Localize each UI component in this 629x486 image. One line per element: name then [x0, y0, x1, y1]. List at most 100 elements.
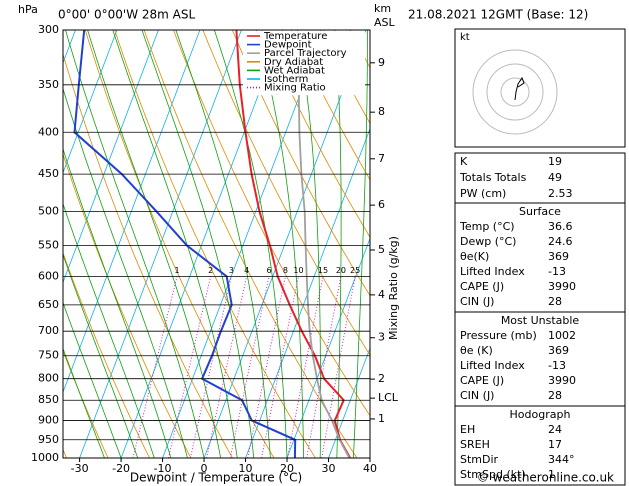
panel-label: CAPE (J) [460, 280, 504, 293]
height-tick-label: 1 [378, 412, 385, 425]
profile-line [297, 84, 351, 458]
panel-label: Lifted Index [460, 265, 525, 278]
panel-label: StmSpd (kt) [460, 468, 526, 481]
legend-box [243, 31, 365, 96]
hodograph-trace [514, 76, 525, 101]
y-tick-label: 900 [38, 414, 59, 427]
panel-value: 344° [548, 453, 575, 466]
indices-panel: K 19 Totals Totals 49 PW (cm) 2.53 Surface Temp… [454, 152, 626, 486]
panel-section-title: Most Unstable [501, 314, 580, 327]
panel-value: 3990 [548, 280, 576, 293]
mixing-ratio-line [306, 276, 342, 458]
isotherm [286, 237, 370, 458]
panel-value: 1002 [548, 329, 576, 342]
hodograph-ring [500, 77, 530, 107]
mixing-ratio-line [168, 276, 212, 458]
isotherm [63, 30, 201, 394]
dry-adiabat [261, 30, 370, 238]
x-tick-label: 20 [280, 462, 294, 475]
mixing-ratio-label: 3 [229, 266, 234, 275]
mixing-ratio-label: 2 [208, 266, 213, 275]
y-tick-label: 850 [38, 393, 59, 406]
mixing-ratio-label: 1 [175, 266, 180, 275]
panel-section-title: Hodograph [510, 408, 571, 421]
dry-adiabat [63, 53, 233, 458]
y2-axis-label: Mixing Ratio (g/kg) [387, 236, 400, 340]
panel-label: CIN (J) [460, 389, 494, 402]
panel-value: 36.6 [548, 220, 573, 233]
mixing-ratio-label: 4 [244, 266, 249, 275]
y-tick-label: 600 [38, 269, 59, 282]
panel-label: SREH [460, 438, 490, 451]
height-tick-label: 4 [378, 288, 385, 301]
wet-adiabat [112, 30, 238, 458]
panel-section-title: Surface [519, 205, 561, 218]
panel-label: Dewp (°C) [460, 235, 516, 248]
mixing-ratio-label: 25 [350, 266, 360, 275]
panel-box [454, 152, 626, 204]
y-tick-label: 300 [38, 23, 59, 36]
isotherm [328, 347, 370, 458]
dry-adiabat [231, 30, 370, 297]
panel-label: K [460, 155, 468, 168]
y-tick-label: 700 [38, 324, 59, 337]
wet-adiabat [63, 253, 139, 458]
panel-label: CAPE (J) [460, 374, 504, 387]
y-tick-label: 450 [38, 167, 59, 180]
height-tick-label: 9 [378, 56, 385, 69]
isotherm [63, 30, 159, 284]
height-tick-label: 7 [378, 152, 385, 165]
legend-label: Mixing Ratio [264, 83, 326, 94]
panel-label: CIN (J) [460, 295, 494, 308]
x-tick-label: 40 [363, 462, 377, 475]
panel-value: 28 [548, 389, 562, 402]
height-tick-label: 8 [378, 105, 385, 118]
panel-value: -13 [548, 265, 566, 278]
x-axis-label: Dewpoint / Temperature (°C) [130, 471, 302, 485]
wet-adiabat [87, 30, 221, 458]
x-tick-label: -10 [154, 462, 172, 475]
dry-adiabat [63, 251, 150, 458]
mixing-ratio-label: 20 [336, 266, 346, 275]
mixing-ratio-label: 15 [318, 266, 328, 275]
panel-label: Temp (°C) [459, 220, 515, 233]
y-tick-label: 400 [38, 125, 59, 138]
panel-value: 369 [548, 344, 569, 357]
wet-adiabat [63, 202, 155, 458]
panel-value: 49 [548, 171, 562, 184]
y-tick-label: 650 [38, 298, 59, 311]
panel-box [454, 311, 626, 407]
isotherm [63, 30, 118, 174]
x-tick-label: 0 [201, 462, 208, 475]
y-tick-label: 1000 [31, 451, 59, 464]
legend-label: Temperature [263, 31, 327, 42]
dry-adiabat [63, 350, 109, 458]
mixing-ratio-line [206, 276, 248, 458]
legend-label: Isotherm [264, 74, 308, 85]
mixing-ratio-line [247, 276, 286, 458]
footer: © weatheronline.co.uk [477, 471, 614, 485]
isotherm [79, 30, 242, 458]
legend-label: Wet Adiabat [264, 65, 325, 76]
panel-value: 17 [548, 438, 562, 451]
wet-adiabat [63, 87, 188, 458]
panel-label: StmDir [460, 453, 499, 466]
mixing-ratio-label: 6 [267, 266, 272, 275]
x-tick-label: -30 [71, 462, 89, 475]
x-tick-label: 10 [239, 462, 253, 475]
panel-label: Totals Totals [459, 171, 527, 184]
height-ref: ASL [374, 16, 396, 29]
y-tick-label: 550 [38, 238, 59, 251]
y-tick-label: 750 [38, 349, 59, 362]
panel-box [454, 202, 626, 313]
panel-value: 369 [548, 250, 569, 263]
height-unit: km [374, 2, 391, 15]
panel-value: -13 [548, 359, 566, 372]
height-tick-label: 5 [378, 243, 385, 256]
panel-value: 24.6 [548, 235, 573, 248]
height-tick-label: LCL [378, 391, 399, 404]
panel-label: EH [460, 423, 475, 436]
height-tick-label: 2 [378, 372, 385, 385]
wet-adiabat [63, 301, 122, 458]
